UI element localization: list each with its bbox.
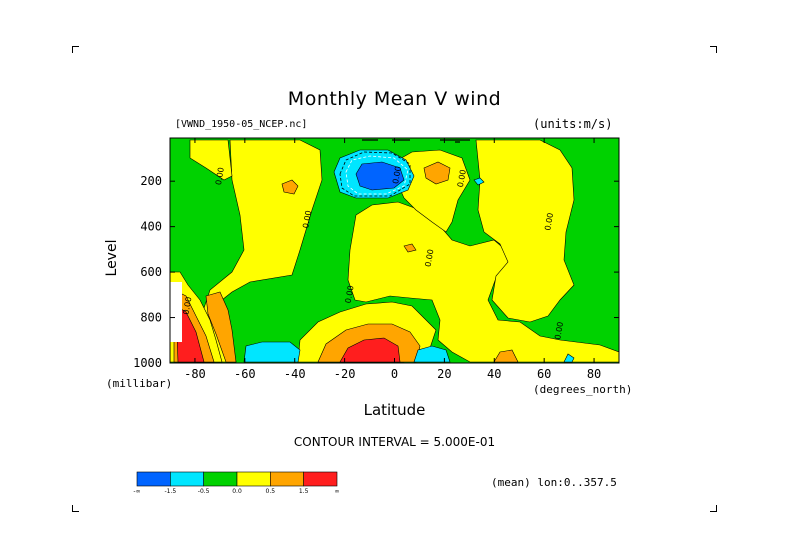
orange-region-southern-mid [205, 291, 237, 363]
contour-label: 0.00 [214, 167, 226, 186]
crop-mark-bottom-left [72, 505, 79, 512]
x-tick-label: -40 [284, 367, 306, 381]
x-axis-unit: (degrees_north) [533, 383, 633, 396]
orange-spot-upper-tropics [423, 161, 451, 185]
contour-labels: 0.00 0.00 0.00 0.00 0.00 0.00 0.00 0.00 0.00 [182, 166, 566, 341]
contour-label: 0.00 [344, 285, 356, 304]
crop-mark-top-left [72, 46, 79, 53]
y-tick-label: 600 [140, 265, 162, 279]
orange-spot-south [281, 179, 299, 195]
y-tick-label: 200 [140, 174, 162, 188]
colorbar-tick-label: 1.5 [299, 488, 309, 495]
colorbar-tick-label: -0.5 [198, 488, 210, 495]
cyan-spot-upper-north [473, 177, 485, 186]
x-tick-label: 0 [391, 367, 398, 381]
x-tick-label: -20 [334, 367, 356, 381]
contour-label: 0.00 [301, 210, 313, 229]
orange-spot-center [403, 243, 417, 253]
blue-region-upper [355, 161, 405, 191]
chart-title: Monthly Mean V wind [287, 88, 502, 110]
colorbar-tick-label: 0.5 [266, 488, 276, 495]
x-axis-label: Latitude [363, 401, 426, 419]
yellow-region-east [475, 139, 575, 323]
dashed-contour-upper-1 [345, 155, 409, 195]
dataset-label: [VWND_1950-05_NCEP.nc] [175, 119, 308, 130]
yellow-region-tropical-upper [395, 149, 471, 233]
plot-area [170, 138, 619, 363]
contour-interval-label: CONTOUR INTERVAL = 5.000E-01 [293, 435, 496, 449]
colorbar-legend: -∞ -1.5 -0.5 0.0 0.5 1.5 ∞ [133, 471, 340, 495]
y-tick-label: 400 [140, 220, 162, 234]
colorbar-swatch [170, 471, 204, 487]
yellow-region-northwest-top [189, 139, 233, 181]
dashed-contour-upper-2 [339, 151, 411, 197]
colorbar-swatch [303, 471, 338, 487]
red-region-antarctic [175, 305, 205, 363]
x-tick-label: -80 [184, 367, 206, 381]
colorbar-swatch [236, 471, 271, 487]
colorbar-swatch [136, 471, 171, 487]
x-tick-label: 60 [537, 367, 551, 381]
x-tick-label: 20 [437, 367, 451, 381]
colorbar-tick-label: 0.0 [232, 488, 242, 495]
colorbar-tick-label: -∞ [133, 488, 140, 495]
x-tick-label: -60 [234, 367, 256, 381]
units-label: (units:m/s) [533, 117, 613, 131]
contour-label: 0.00 [553, 321, 565, 340]
contour-label: 0.00 [543, 212, 555, 231]
x-tick-label: 40 [487, 367, 501, 381]
orange-spot-surface-north [493, 349, 519, 363]
missing-data-area [170, 282, 182, 342]
colorbar-tick-label: -1.5 [164, 488, 176, 495]
y-tick-label: 1000 [133, 356, 162, 370]
colorbar-swatch [203, 471, 238, 487]
crop-mark-bottom-right [710, 505, 717, 512]
contour-label: 0.00 [423, 248, 435, 267]
colorbar-tick-label: ∞ [335, 488, 340, 495]
red-region-surface-tropics [339, 337, 401, 363]
cyan-spot-surface-far-north [563, 353, 575, 363]
mean-note: (mean) lon:0..357.5 [491, 476, 617, 489]
x-tick-label: 80 [587, 367, 601, 381]
y-tick-label: 800 [140, 311, 162, 325]
axis-ticks: -80 -60 -40 -20 0 20 40 60 80 200 400 600 800 1000 [133, 138, 619, 381]
crop-mark-top-right [710, 46, 717, 53]
y-axis-unit: (millibar) [106, 377, 173, 390]
contour-label: 0.00 [391, 166, 403, 185]
contour-label: 0.00 [456, 169, 468, 188]
yellow-region-center [347, 201, 619, 363]
cyan-region-surface-south [243, 341, 301, 363]
colorbar-swatch [270, 471, 304, 487]
contour-label: 0.00 [182, 296, 194, 315]
top-edge-artifacts [362, 139, 470, 143]
